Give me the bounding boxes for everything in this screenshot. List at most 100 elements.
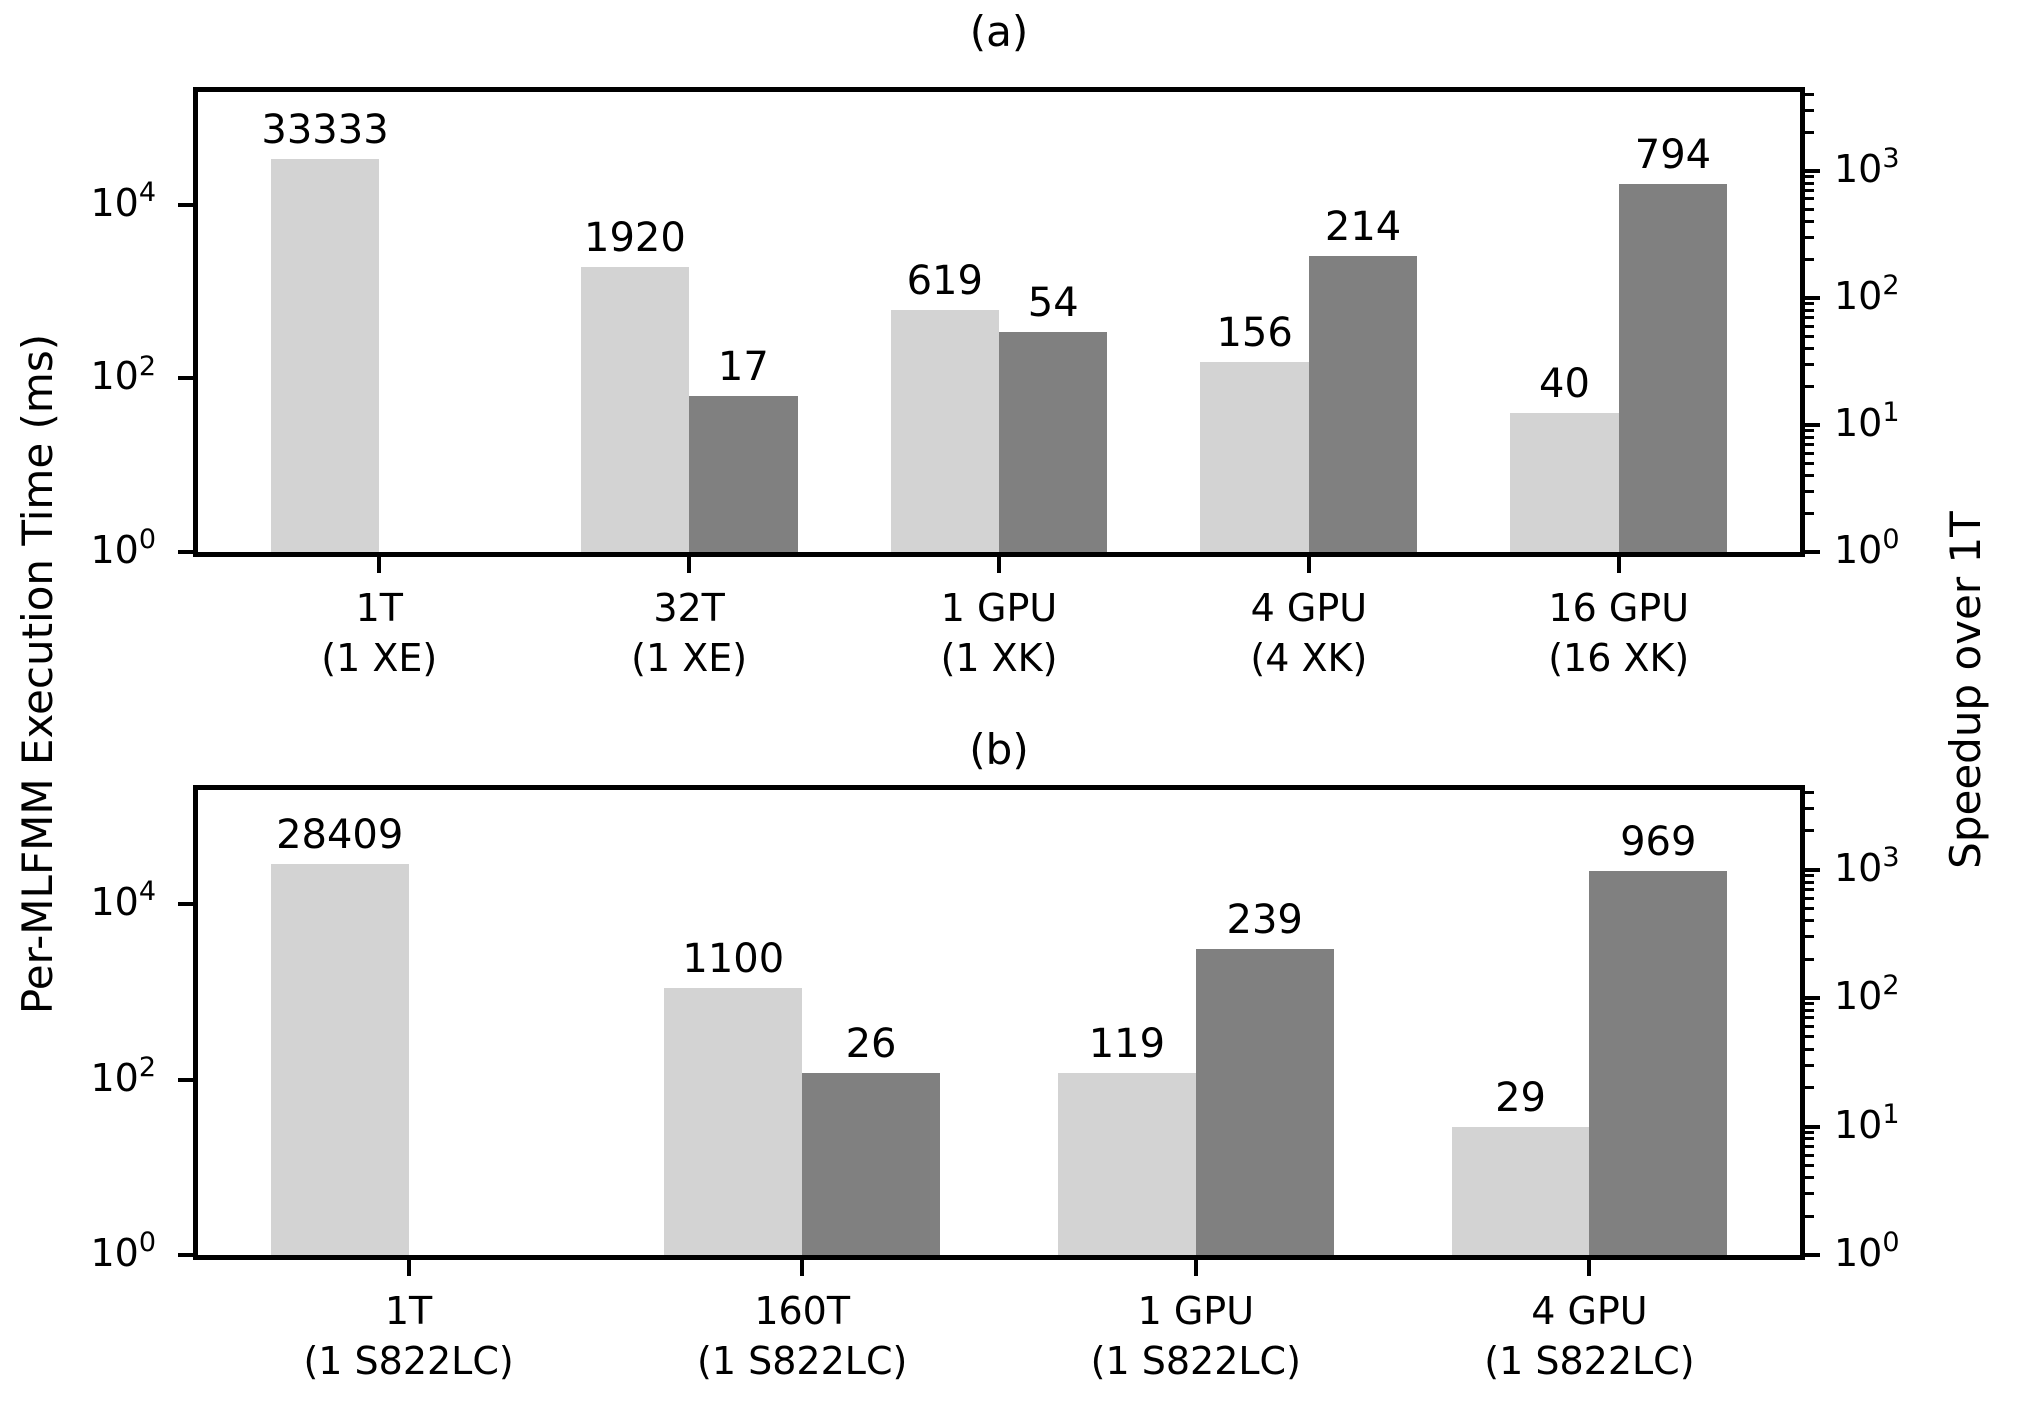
x-axis-tick: [800, 1260, 805, 1276]
right-axis-tick-label: 103: [1834, 841, 1900, 890]
right-axis-title: Speedup over 1T: [1941, 511, 1990, 869]
right-axis-minor-tick: [1805, 324, 1814, 328]
right-axis-minor-tick: [1805, 461, 1814, 465]
bar-value-label: 54: [1027, 279, 1079, 326]
right-axis-minor-tick: [1805, 188, 1814, 192]
bar-value-label: 1100: [682, 936, 785, 983]
right-axis-minor-tick: [1805, 443, 1814, 447]
x-tick-label-line: 1T: [384, 1289, 433, 1333]
right-axis-tick-label: 100: [1834, 524, 1900, 572]
left-axis-tick-label: 102: [90, 350, 156, 399]
right-axis-minor-tick: [1805, 302, 1814, 306]
right-axis-minor-tick: [1805, 1214, 1814, 1218]
right-axis-major-tick: [1805, 1124, 1820, 1129]
speedup-bar: [999, 331, 1108, 552]
subplot-b-plot-area: [193, 785, 1805, 1260]
right-axis-minor-tick: [1805, 1153, 1814, 1157]
time-bar: [1058, 1072, 1196, 1255]
right-axis-minor-tick: [1805, 1002, 1814, 1006]
right-axis-minor-tick: [1805, 1176, 1814, 1180]
right-axis-minor-tick: [1805, 362, 1814, 366]
subplot-a-title: (a): [969, 7, 1029, 56]
right-axis-minor-tick: [1805, 92, 1814, 96]
bar-value-label: 26: [845, 1021, 897, 1068]
right-axis-minor-tick: [1805, 197, 1814, 201]
right-axis-minor-tick: [1805, 1063, 1814, 1067]
right-axis-tick-label: 102: [1834, 270, 1900, 318]
right-axis-major-tick: [1805, 996, 1820, 1001]
right-axis-minor-tick: [1805, 207, 1814, 211]
right-axis-minor-tick: [1805, 1047, 1814, 1051]
right-axis-minor-tick: [1805, 316, 1814, 320]
right-axis-minor-tick: [1805, 957, 1814, 961]
x-axis-tick: [1587, 1260, 1592, 1276]
bar-value-label: 214: [1324, 203, 1402, 250]
right-axis-minor-tick: [1805, 829, 1814, 833]
right-axis-minor-tick: [1805, 181, 1814, 185]
x-tick-label-line: 1T: [355, 586, 403, 630]
right-axis-minor-tick: [1805, 258, 1814, 262]
right-axis-minor-tick: [1805, 1137, 1814, 1141]
right-axis-minor-tick: [1805, 131, 1814, 135]
x-axis-tick: [1616, 557, 1621, 573]
x-tick-label-line: 4 GPU: [1250, 586, 1368, 630]
bar-value-label: 40: [1539, 360, 1590, 407]
x-tick-label: 4 GPU (1 S822LC): [1379, 1286, 1799, 1386]
x-tick-label-line: (1 S822LC): [1090, 1339, 1301, 1383]
right-axis-minor-tick: [1805, 880, 1814, 884]
right-axis-major-tick: [1805, 1253, 1820, 1257]
left-axis-tick-label: 100: [90, 1227, 156, 1275]
speedup-bar: [1618, 183, 1728, 552]
x-tick-label: 4 GPU (4 XK): [1099, 583, 1519, 683]
x-tick-label-line: (1 XE): [631, 636, 748, 680]
right-axis-minor-tick: [1805, 435, 1814, 439]
bar-value-label: 1920: [584, 215, 686, 262]
right-axis-minor-tick: [1805, 935, 1814, 939]
right-axis-minor-tick: [1805, 346, 1814, 350]
time-bar: [890, 309, 999, 552]
x-tick-label-line: (4 XK): [1250, 636, 1368, 680]
right-axis-major-tick: [1805, 550, 1820, 554]
x-tick-label-line: 1 GPU: [1137, 1289, 1255, 1333]
bar-value-label: 119: [1088, 1020, 1166, 1067]
time-bar: [580, 267, 690, 552]
right-axis-minor-tick: [1805, 108, 1814, 112]
x-tick-label-line: (1 XE): [321, 636, 438, 680]
x-axis-tick: [1193, 1260, 1198, 1276]
right-axis-major-tick: [1805, 867, 1820, 872]
x-tick-label-line: (16 XK): [1548, 636, 1690, 680]
right-axis-minor-tick: [1805, 790, 1814, 794]
x-tick-label: 16 GPU (16 XK): [1409, 583, 1829, 683]
x-tick-label: 160T (1 S822LC): [592, 1286, 1012, 1386]
x-tick-label-line: 32T: [653, 586, 725, 630]
x-axis-tick: [406, 1260, 411, 1276]
right-axis-tick-label: 102: [1834, 970, 1900, 1019]
x-tick-label-line: 4 GPU: [1531, 1289, 1648, 1333]
right-axis-minor-tick: [1805, 888, 1814, 892]
x-axis-tick: [687, 557, 692, 573]
right-axis-minor-tick: [1805, 219, 1814, 223]
right-axis-minor-tick: [1805, 451, 1814, 455]
x-tick-label: 1 GPU (1 S822LC): [986, 1286, 1406, 1386]
left-axis-tick-label: 104: [90, 176, 156, 225]
right-axis-minor-tick: [1805, 385, 1814, 389]
x-tick-label-line: (1 XK): [940, 636, 1058, 680]
right-axis-tick-label: 100: [1834, 1227, 1900, 1275]
right-axis-minor-tick: [1805, 1163, 1814, 1167]
time-bar: [664, 988, 803, 1255]
time-bar: [270, 864, 409, 1255]
left-axis-tick-label: 102: [90, 1051, 156, 1100]
right-axis-minor-tick: [1805, 896, 1814, 900]
right-axis-minor-tick: [1805, 1086, 1814, 1090]
right-axis-minor-tick: [1805, 334, 1814, 338]
right-axis-minor-tick: [1805, 175, 1814, 179]
bar-value-label: 969: [1620, 819, 1697, 866]
bar-value-label: 239: [1226, 897, 1303, 944]
right-axis-minor-tick: [1805, 1144, 1814, 1148]
right-axis-tick-label: 103: [1834, 142, 1900, 191]
right-axis-minor-tick: [1805, 235, 1814, 239]
x-tick-label: 1 GPU (1 XK): [789, 583, 1209, 683]
right-axis-minor-tick: [1805, 1009, 1814, 1013]
left-axis-major-tick: [178, 1253, 193, 1257]
right-axis-minor-tick: [1805, 906, 1814, 910]
